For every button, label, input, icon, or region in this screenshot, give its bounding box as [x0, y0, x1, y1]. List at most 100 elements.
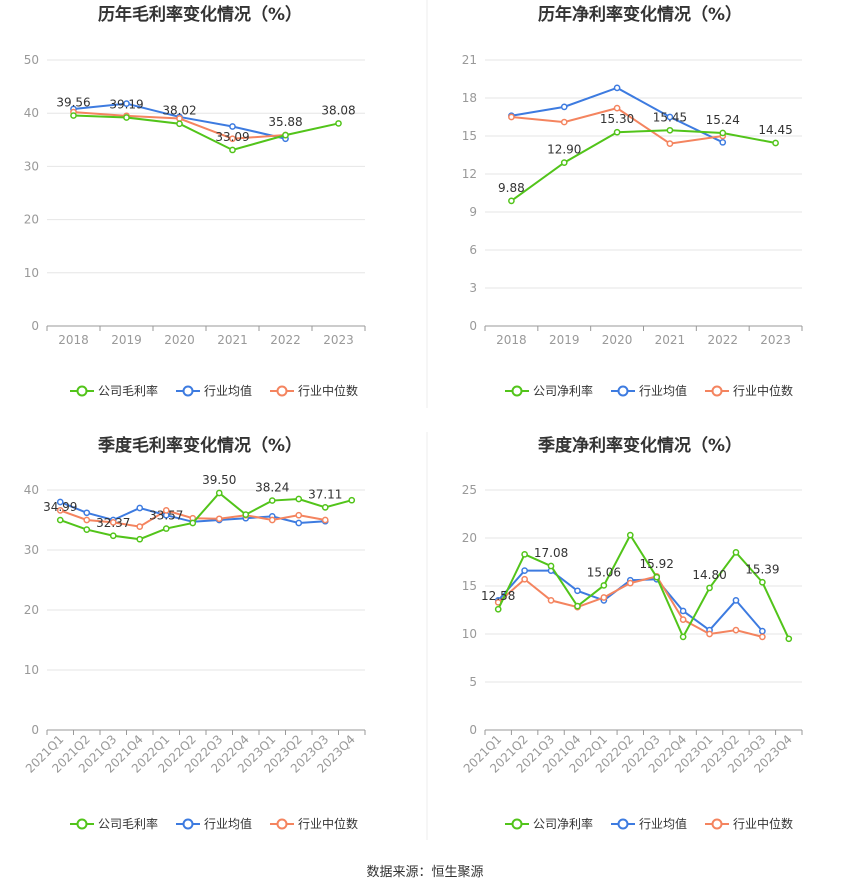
- legend-marker-icon: [711, 818, 723, 830]
- legend-item-industry_median[interactable]: 行业中位数: [705, 383, 793, 398]
- legend-label: 公司毛利率: [98, 816, 158, 831]
- data-point-industry_median: [560, 118, 568, 126]
- data-label: 15.45: [653, 110, 687, 124]
- data-point-industry_median: [162, 507, 170, 514]
- data-point-industry_avg: [229, 123, 236, 130]
- legend-marker-icon: [276, 818, 288, 830]
- data-point-industry_avg: [123, 100, 130, 107]
- x-tick-label: 2020: [164, 333, 195, 347]
- legend-item-industry_avg[interactable]: 行业均值: [176, 816, 252, 831]
- legend-item-company[interactable]: 公司净利率: [505, 383, 593, 398]
- data-point-industry_median: [136, 523, 144, 530]
- x-tick-label: 2022: [270, 333, 301, 347]
- y-tick-label: 9: [469, 205, 477, 219]
- data-point-industry_median: [109, 519, 117, 526]
- data-point-company: [109, 532, 117, 540]
- data-label: 15.92: [640, 557, 674, 571]
- legend-marker-icon: [182, 385, 194, 397]
- data-point-company: [560, 159, 568, 166]
- data-label: 39.19: [109, 98, 143, 112]
- data-point-industry_median: [229, 135, 236, 143]
- data-point-industry_median: [626, 579, 634, 587]
- data-point-company: [229, 146, 236, 154]
- data-point-company: [268, 497, 276, 504]
- data-point-industry_median: [215, 515, 223, 523]
- data-label: 14.45: [758, 123, 792, 137]
- legend-item-industry_avg[interactable]: 行业均值: [176, 383, 252, 398]
- data-point-industry_avg: [666, 113, 674, 121]
- legend-label: 公司毛利率: [98, 383, 158, 398]
- data-source-note: 数据来源：恒生聚源: [366, 865, 484, 880]
- data-point-company: [56, 516, 64, 524]
- legend-item-industry_median[interactable]: 行业中位数: [705, 816, 793, 831]
- data-point-industry_avg: [560, 103, 568, 111]
- x-tick-label: 2021: [217, 333, 248, 347]
- data-point-company: [136, 535, 144, 543]
- data-label: 33.57: [149, 509, 183, 523]
- data-point-company: [123, 114, 130, 121]
- data-point-industry_avg: [83, 509, 91, 517]
- y-tick-label: 20: [24, 213, 39, 227]
- data-point-industry_avg: [759, 627, 766, 635]
- data-point-company: [189, 519, 197, 527]
- legend-label: 行业均值: [204, 816, 252, 831]
- y-tick-label: 0: [469, 319, 477, 333]
- data-point-industry_median: [521, 575, 528, 583]
- data-point-industry_median: [508, 113, 515, 121]
- series-line-company: [59, 491, 353, 541]
- legend-item-company[interactable]: 公司毛利率: [70, 816, 158, 831]
- data-point-industry_median: [666, 140, 674, 147]
- chart-panel-4: 季度净利率变化情况（%）05101520252021Q12021Q22021Q3…: [461, 435, 803, 831]
- data-point-industry_avg: [295, 519, 303, 527]
- x-tick-label: 2021: [655, 333, 686, 347]
- x-tick-label: 2023: [323, 333, 354, 347]
- data-label: 15.24: [706, 113, 740, 127]
- data-label: 9.88: [498, 181, 525, 195]
- legend-item-company[interactable]: 公司净利率: [505, 816, 593, 831]
- legend-item-industry_median[interactable]: 行业中位数: [270, 383, 358, 398]
- data-label: 14.80: [692, 568, 726, 582]
- data-point-company: [706, 584, 713, 592]
- legend-item-industry_median[interactable]: 行业中位数: [270, 816, 358, 831]
- data-label: 15.30: [600, 112, 634, 126]
- y-tick-label: 30: [24, 543, 39, 557]
- data-point-company: [600, 582, 608, 589]
- legend-marker-icon: [511, 385, 523, 397]
- legend-item-industry_avg[interactable]: 行业均值: [611, 383, 687, 398]
- data-point-company: [785, 635, 793, 643]
- legend-marker-icon: [617, 385, 629, 397]
- legend-marker-icon: [511, 818, 523, 830]
- data-point-industry_avg: [719, 138, 727, 146]
- legend-label: 公司净利率: [533, 383, 593, 398]
- data-label: 34.99: [43, 500, 77, 514]
- legend-marker-icon: [76, 385, 88, 397]
- y-tick-label: 40: [24, 483, 39, 497]
- y-tick-label: 40: [24, 106, 39, 120]
- legend-item-industry_avg[interactable]: 行业均值: [611, 816, 687, 831]
- legend-marker-icon: [617, 818, 629, 830]
- data-point-industry_avg: [574, 587, 581, 595]
- x-tick-label: 2020: [602, 333, 633, 347]
- legend-marker-icon: [76, 818, 88, 830]
- data-label: 12.58: [481, 589, 515, 603]
- data-point-company: [547, 562, 555, 570]
- series-line-company: [73, 114, 339, 152]
- data-point-industry_avg: [732, 597, 740, 604]
- x-tick-label: 2019: [111, 333, 142, 347]
- chart-title: 季度毛利率变化情况（%）: [98, 435, 302, 456]
- legend-marker-icon: [182, 818, 194, 830]
- legend-item-company[interactable]: 公司毛利率: [70, 383, 158, 398]
- data-point-industry_median: [56, 507, 64, 514]
- data-point-company: [626, 531, 634, 539]
- data-point-company: [83, 526, 91, 533]
- data-point-industry_avg: [521, 567, 528, 574]
- y-tick-label: 25: [462, 483, 477, 497]
- y-tick-label: 15: [462, 129, 477, 143]
- data-point-company: [176, 120, 183, 128]
- data-point-industry_median: [679, 616, 687, 623]
- data-point-industry_median: [759, 633, 766, 641]
- data-point-industry_median: [600, 594, 608, 601]
- chart-title: 历年净利率变化情况（%）: [538, 4, 742, 25]
- data-point-industry_median: [83, 516, 91, 524]
